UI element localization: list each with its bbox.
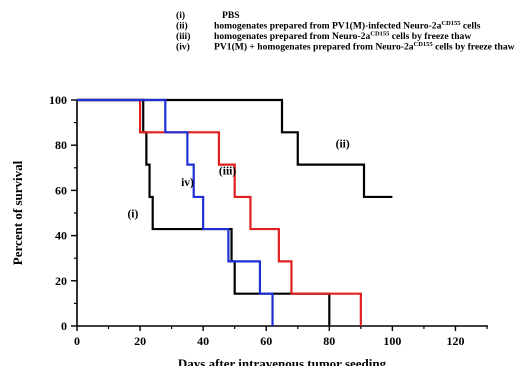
legend-text: homogenates prepared from PV1(M)-infecte… [214, 20, 481, 32]
legend-text-main: homogenates prepared from Neuro-2a [214, 31, 370, 42]
legend-text-after: cells by freeze thaw [433, 42, 515, 53]
legend-text-main: PBS [222, 10, 240, 21]
y-ticks: 0 20 40 60 80 100 [49, 93, 77, 333]
legend-marker: (iii) [176, 31, 190, 42]
curve-label-iii: (iii) [219, 166, 236, 178]
legend-marker: (iv) [176, 42, 190, 53]
series-line-iii [77, 98, 362, 326]
legend-text-sup: CD155 [414, 41, 434, 48]
x-tick-label: 20 [134, 334, 146, 348]
series-group [77, 98, 393, 326]
legend-text-main: homogenates prepared from PV1(M)-infecte… [214, 21, 442, 32]
legend-text-main: PV1(M) + homogenates prepared from Neuro… [214, 42, 414, 53]
y-tick-label: 60 [55, 183, 67, 197]
curve-labels: (i) (ii) (iii) iv) [127, 138, 349, 220]
curve-label-ii: (ii) [336, 138, 350, 150]
x-tick-label: 100 [383, 334, 401, 348]
x-tick-label: 60 [260, 334, 272, 348]
legend-text: homogenates prepared from Neuro-2aCD155 … [214, 31, 471, 43]
x-tick-label: 0 [74, 334, 80, 348]
x-tick-label: 40 [197, 334, 209, 348]
series-line-ii [77, 98, 393, 199]
axes [76, 100, 488, 327]
legend-entry-iii: (iii) homogenates prepared from Neuro-2aC… [176, 31, 471, 43]
legend-text-after: cells by freeze thaw [389, 31, 471, 42]
legend-text-sup: CD155 [441, 20, 461, 27]
series-line-iv [77, 98, 274, 326]
legend-text: PV1(M) + homogenates prepared from Neuro… [214, 41, 515, 53]
legend-entry-ii: (ii) homogenates prepared from PV1(M)-inf… [176, 20, 481, 32]
legend-text-sup: CD155 [370, 31, 390, 38]
legend: (i) PBS (ii) homogenates prepared from PV1(… [176, 10, 515, 53]
x-ticks: 0 20 40 60 80 100 120 [74, 326, 488, 348]
y-tick-label: 20 [55, 274, 67, 288]
y-axis-title: Percent of survival [10, 160, 25, 265]
legend-text-after: cells [461, 21, 481, 32]
legend-marker: (ii) [176, 21, 188, 32]
x-tick-label: 120 [446, 334, 464, 348]
x-axis-title: Days after intravenous tumor seeding [178, 356, 387, 366]
x-tick-label: 80 [323, 334, 335, 348]
y-tick-label: 100 [49, 93, 67, 107]
legend-entry-i: (i) PBS [176, 10, 240, 21]
curve-label-i: (i) [127, 209, 138, 221]
legend-entry-iv: (iv) PV1(M) + homogenates prepared from N… [176, 41, 515, 53]
y-tick-label: 40 [55, 229, 67, 243]
y-tick-label: 80 [55, 138, 67, 152]
legend-marker: (i) [176, 10, 185, 21]
curve-label-iv: iv) [181, 177, 194, 189]
y-tick-label: 0 [61, 319, 67, 333]
legend-text: PBS [222, 10, 240, 21]
